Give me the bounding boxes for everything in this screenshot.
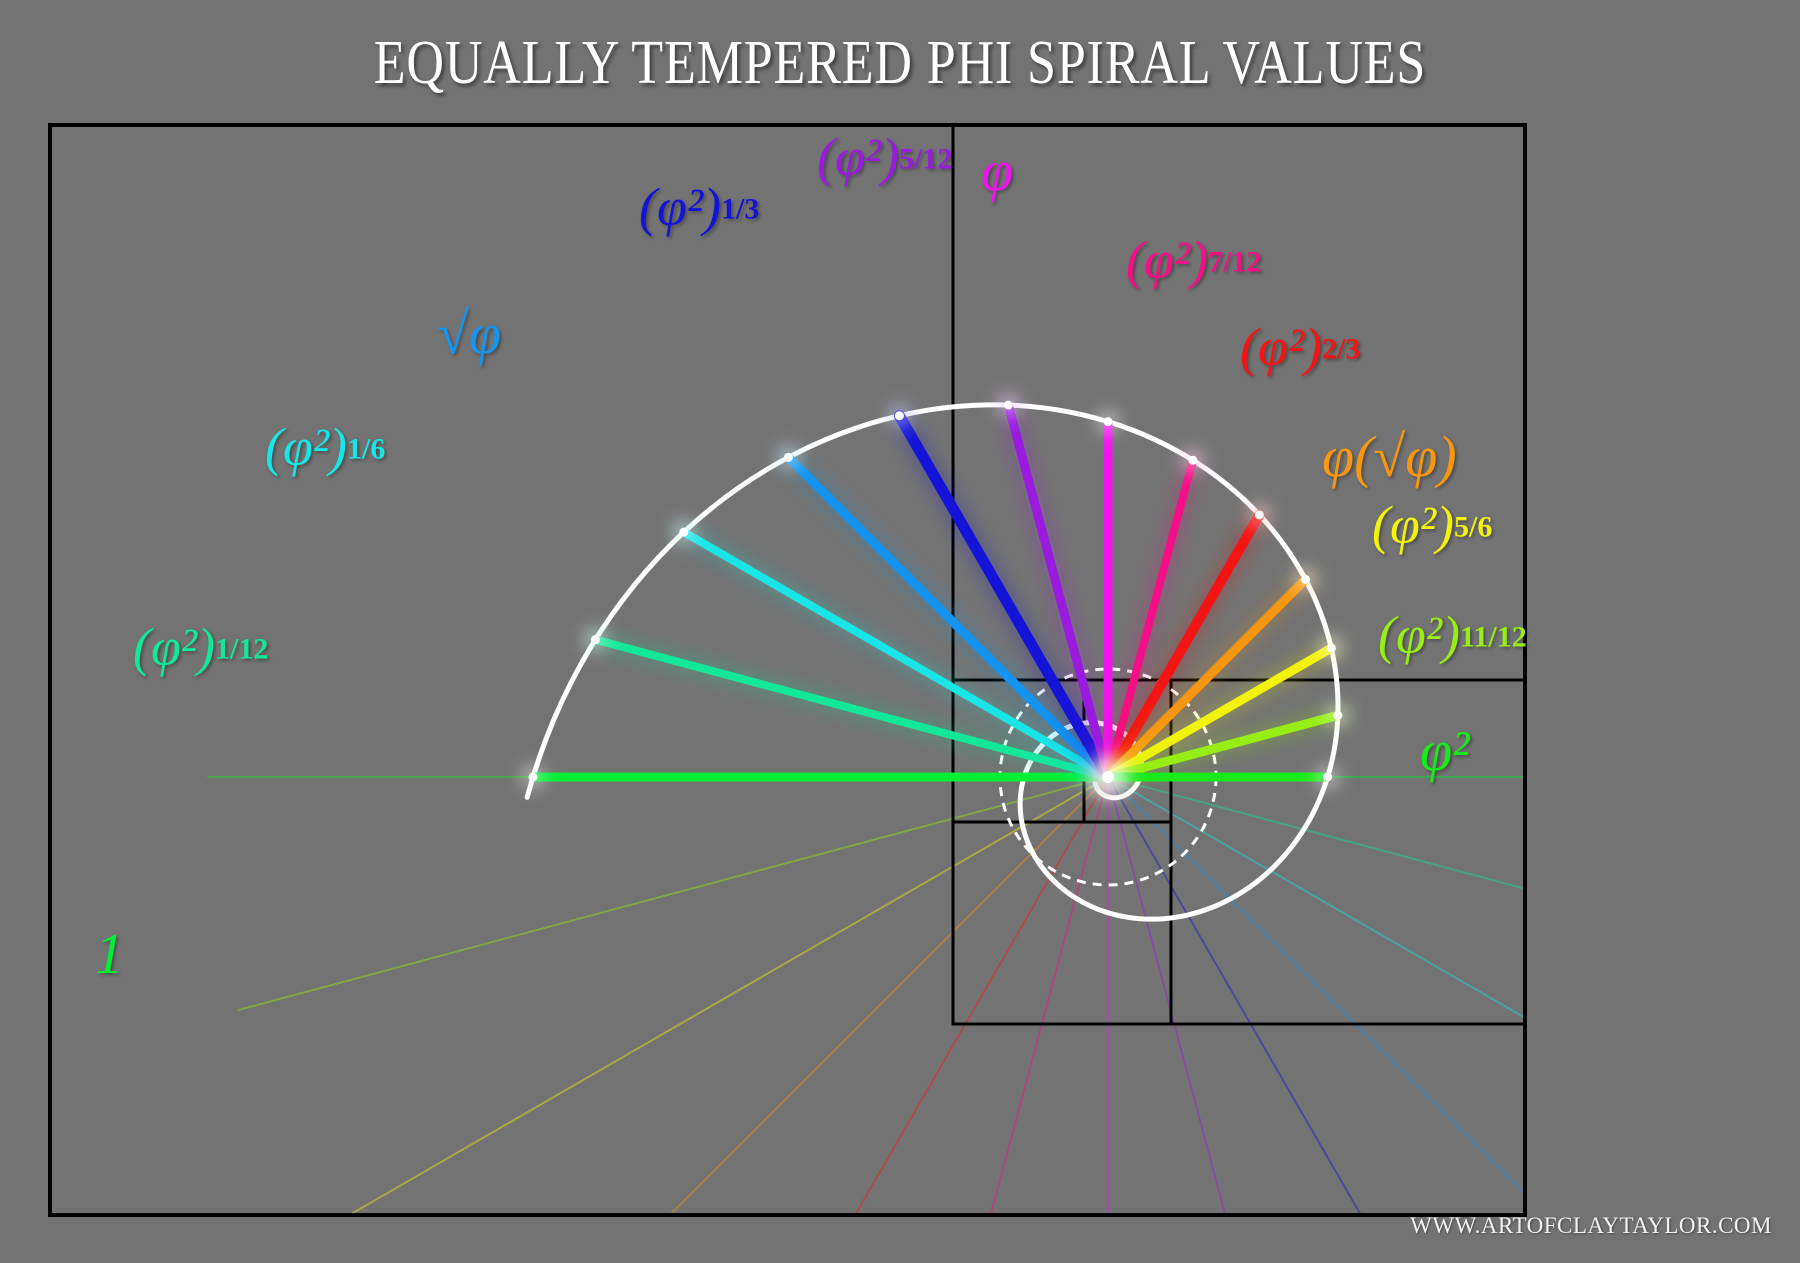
ray-phi-sqrt-phi-endpoint — [1301, 574, 1311, 584]
faint-ray-phi-sqrt-phi — [668, 776, 1109, 1215]
faint-ray-phi2-1-6 — [1107, 776, 1525, 1019]
ray-phi2-1-12-endpoint — [590, 635, 600, 645]
golden-rectangle-layer — [951, 125, 1525, 1026]
colored-ray-layer — [525, 397, 1346, 786]
ray-phi2-7-12[interactable] — [1104, 456, 1197, 781]
ray-phi2-endpoint — [1323, 772, 1333, 782]
rect-phi-1 — [951, 125, 1525, 1026]
ray-phi2-11-12-endpoint — [1333, 710, 1343, 720]
faint-ray-phi2-11-12 — [237, 776, 1109, 1011]
rect-phi-4 — [951, 820, 1173, 1026]
ray-phi2-1-3-endpoint — [894, 411, 904, 421]
ray-phi2-2-3-endpoint — [1254, 510, 1264, 520]
faint-ray-phi2-1-12 — [1107, 776, 1525, 890]
faint-ray-phi2-5-12 — [1107, 776, 1227, 1215]
ray-sqrt-phi-endpoint — [783, 452, 793, 462]
ray-phi2-1-12[interactable] — [591, 635, 1112, 781]
ray-phi2-5-6[interactable] — [1103, 643, 1336, 782]
ray-phi2-7-12-endpoint — [1188, 455, 1198, 465]
ray-sqrt-phi[interactable] — [783, 452, 1113, 782]
ray-phi2-1-6-endpoint — [679, 527, 689, 537]
ray-phi2-5-12[interactable] — [1003, 400, 1113, 782]
faint-ray-phi2-2-3 — [853, 776, 1109, 1215]
ray-phi2-2-3[interactable] — [1103, 509, 1265, 782]
ray-phi-endpoint — [1103, 417, 1113, 427]
ray-endpoint-layer — [522, 394, 1349, 797]
origin-point — [1102, 771, 1114, 783]
watermark: WWW.ARTOFCLAYTAYLOR.COM — [1410, 1213, 1772, 1238]
ray-phi2-5-12-endpoint — [1003, 400, 1013, 410]
ray-phi-sqrt-phi[interactable] — [1103, 574, 1311, 782]
ray-phi2-1-6[interactable] — [679, 528, 1112, 781]
faint-ray-layer — [207, 776, 1525, 1215]
ray-1-endpoint — [528, 772, 538, 782]
outer-frame — [48, 123, 1527, 1217]
ray-phi2-5-6-endpoint — [1326, 643, 1336, 653]
faint-ray-phi2-5-6 — [347, 776, 1109, 1215]
faint-ray-sqrt-phi — [1107, 776, 1525, 1196]
ray-phi2-11-12[interactable] — [1103, 710, 1343, 782]
faint-ray-phi2-7-12 — [989, 776, 1109, 1215]
ray-phi2-1-3[interactable] — [893, 410, 1114, 783]
page-title: EQUALLY TEMPERED PHI SPIRAL VALUES — [373, 29, 1427, 97]
faint-ray-phi2-1-3 — [1107, 776, 1363, 1215]
